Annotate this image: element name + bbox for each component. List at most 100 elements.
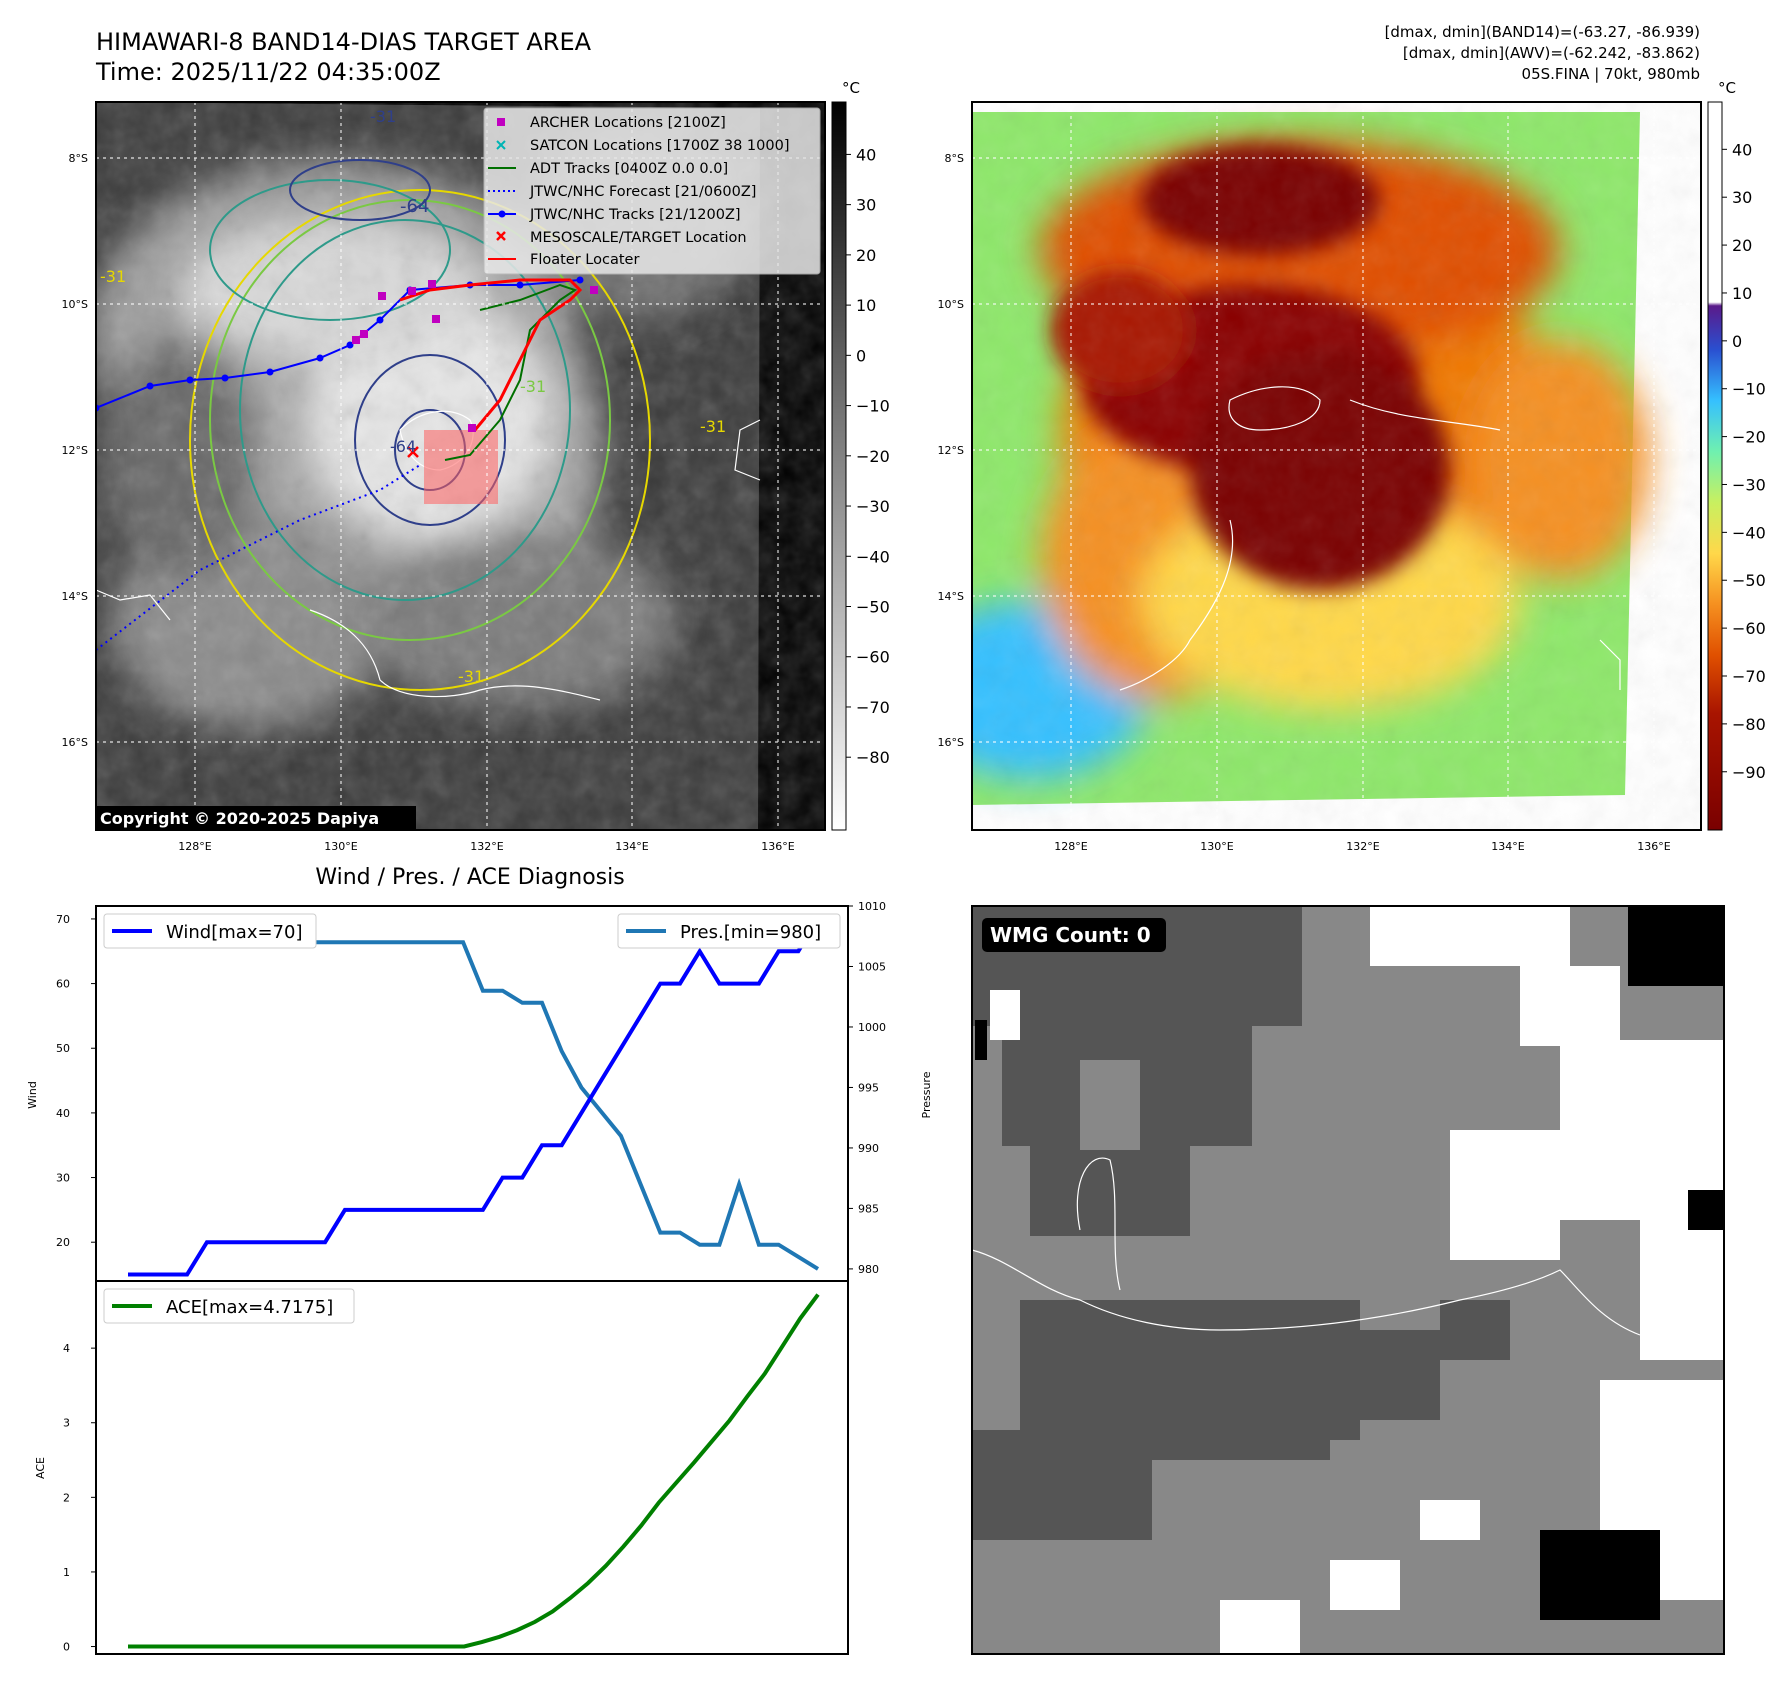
copyright-text: Copyright © 2020-2025 Dapiya <box>100 809 379 828</box>
colorbar-tick-label: −10 <box>856 397 890 416</box>
ace-tick-label: 0 <box>63 1641 70 1654</box>
wmg-panel: WMG Count: 0 <box>971 905 1725 1655</box>
contour-label: -31 <box>100 267 126 286</box>
colorbar-tick-label: 0 <box>856 346 866 365</box>
colorbar-tick-label: 10 <box>1732 284 1752 303</box>
wmg-coastline <box>971 1249 1641 1336</box>
contour-label: -31 <box>520 377 546 396</box>
colorbar-unit: °C <box>842 79 860 97</box>
colorbar-tick-label: 40 <box>1732 140 1752 159</box>
colorbar-tick-label: −90 <box>1732 763 1766 782</box>
storm-info: 05S.FINA | 70kt, 980mb <box>1522 65 1700 83</box>
ir-map-frame <box>95 101 826 831</box>
lat-label: 16°S <box>62 736 88 749</box>
lon-label: 132°E <box>1346 840 1379 853</box>
figure-title: HIMAWARI-8 BAND14-DIAS TARGET AREA <box>96 28 592 56</box>
awv-map-ticks: 8°S 10°S 12°S 14°S 16°S 128°E 130°E 132°… <box>938 152 1671 853</box>
lat-label: 14°S <box>62 590 88 603</box>
lat-label: 16°S <box>938 736 964 749</box>
lon-label: 130°E <box>1200 840 1233 853</box>
legend-item-label: JTWC/NHC Forecast [21/0600Z] <box>529 184 756 200</box>
ir-map-panel: -31 -64 -31 -31 -31 -31 -64 ARCHER Locat… <box>95 101 826 831</box>
lat-label: 14°S <box>938 590 964 603</box>
lat-label: 10°S <box>62 298 88 311</box>
awv-map-panel <box>971 101 1702 831</box>
wmg-frame <box>971 905 1725 1655</box>
colorbar-tick-label: 20 <box>856 246 876 265</box>
awv-map-frame <box>971 101 1702 831</box>
wind-legend: Wind[max=70] <box>103 913 317 949</box>
colorbar-tick-label: 40 <box>856 145 876 164</box>
colorbar-tick-label: −70 <box>856 698 890 717</box>
ace-legend-label: ACE[max=4.7175] <box>166 1297 333 1318</box>
ace-tick-label: 3 <box>63 1417 70 1430</box>
awv-stats: [dmax, dmin](AWV)=(-62.242, -83.862) <box>1403 44 1700 62</box>
ace-tick-label: 2 <box>63 1491 70 1504</box>
colorbar-tick-label: −60 <box>856 648 890 667</box>
legend-item-label: Floater Locater <box>530 252 639 268</box>
colorbar-tick-label: −70 <box>1732 667 1766 686</box>
wind-tick-label: 50 <box>56 1042 70 1055</box>
colorbar-tick-label: −60 <box>1732 619 1766 638</box>
color-colorbar-bar <box>1707 101 1723 831</box>
colorbar-tick-label: 30 <box>856 196 876 215</box>
pressure-axis-label: Pressure <box>920 1071 933 1118</box>
lat-label: 12°S <box>62 444 88 457</box>
lon-label: 136°E <box>761 840 794 853</box>
color-colorbar: °C 40 30 20 10 0 −10 −20 −30 −40 −50 −60 −70 −80 −90 <box>1707 79 1766 831</box>
lon-label: 134°E <box>615 840 648 853</box>
pressure-tick-label: 990 <box>858 1142 879 1155</box>
colorbar-tick-label: −20 <box>1732 428 1766 447</box>
lon-label: 128°E <box>1054 840 1087 853</box>
map-legend: ARCHER Locations [2100Z] SATCON Location… <box>483 107 821 275</box>
ir-map-ticks: 8°S 10°S 12°S 14°S 16°S 128°E 130°E 132°… <box>62 152 795 853</box>
wind-tick-label: 40 <box>56 1107 70 1120</box>
ace-tick-label: 1 <box>63 1566 70 1579</box>
ace-plot-frame <box>95 1280 849 1655</box>
ace-tick-label: 4 <box>63 1342 70 1355</box>
legend-item-label: ARCHER Locations [2100Z] <box>530 115 726 131</box>
contour-label: -31 <box>370 107 396 126</box>
contour-label: -64 <box>390 437 416 456</box>
legend-item-label: SATCON Locations [1700Z 38 1000] <box>530 138 789 154</box>
colorbar-tick-label: −40 <box>856 547 890 566</box>
ace-legend: ACE[max=4.7175] <box>103 1288 355 1324</box>
colorbar-tick-label: 20 <box>1732 236 1752 255</box>
wind-tick-label: 70 <box>56 913 70 926</box>
colorbar-tick-label: 10 <box>856 296 876 315</box>
lat-label: 8°S <box>945 152 964 165</box>
wmg-count-badge <box>982 918 1166 952</box>
colorbar-tick-label: 0 <box>1732 332 1742 351</box>
figure-time: Time: 2025/11/22 04:35:00Z <box>95 58 441 86</box>
wind-legend-label: Wind[max=70] <box>166 922 303 943</box>
copyright-background <box>96 806 416 830</box>
pressure-legend-label: Pres.[min=980] <box>680 922 821 943</box>
band14-stats: [dmax, dmin](BAND14)=(-63.27, -86.939) <box>1385 23 1700 41</box>
lon-label: 136°E <box>1637 840 1670 853</box>
wind-pressure-chart: 70 60 50 40 30 20 1010 1005 1000 995 990 985 980 Wi… <box>26 900 933 1282</box>
colorbar-unit: °C <box>1718 79 1736 97</box>
colorbar-tick-label: −20 <box>856 447 890 466</box>
ace-axis-label: ACE <box>34 1457 47 1479</box>
wmg-coastline <box>1076 1157 1121 1291</box>
colorbar-tick-label: 30 <box>1732 188 1752 207</box>
gray-colorbar-bar <box>831 101 847 831</box>
pressure-tick-label: 1000 <box>858 1021 886 1034</box>
pressure-tick-label: 995 <box>858 1081 879 1094</box>
wind-tick-label: 60 <box>56 978 70 991</box>
pressure-tick-label: 1010 <box>858 900 886 913</box>
satcon-marker-icon <box>496 140 506 150</box>
colorbar-tick-label: −30 <box>1732 475 1766 494</box>
wind-series-line <box>128 917 820 1277</box>
gray-colorbar: °C 40 30 20 10 0 −10 −20 −30 −40 −50 −60 −70 −80 <box>831 79 890 831</box>
wind-axis-label: Wind <box>26 1081 39 1109</box>
archer-marker-icon <box>497 118 505 126</box>
colorbar-tick-label: −10 <box>1732 380 1766 399</box>
awv-imagery <box>972 102 1701 830</box>
pressure-legend: Pres.[min=980] <box>617 913 841 949</box>
legend-item-label: MESOSCALE/TARGET Location <box>530 230 747 246</box>
colorbar-tick-label: −50 <box>856 598 890 617</box>
lon-label: 132°E <box>470 840 503 853</box>
lat-label: 12°S <box>938 444 964 457</box>
